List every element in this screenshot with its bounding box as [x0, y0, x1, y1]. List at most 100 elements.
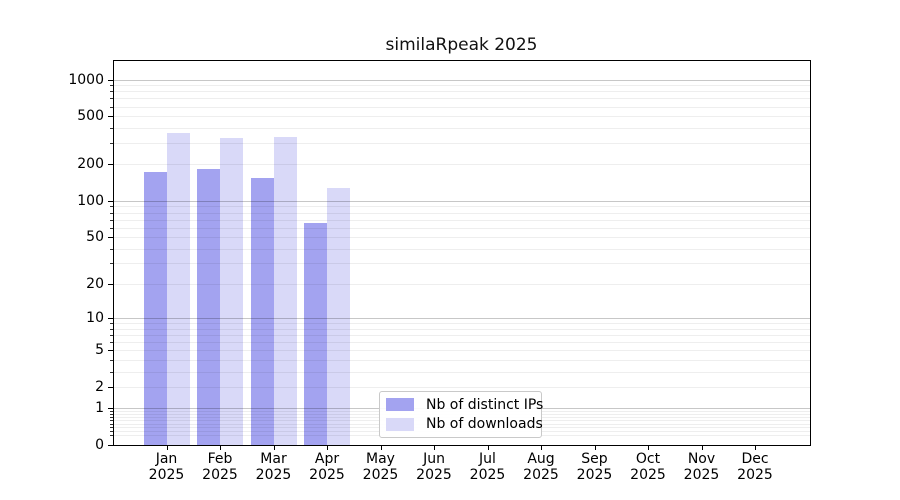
- x-tick-mark: [434, 446, 435, 450]
- x-tick-label-year: 2025: [202, 467, 238, 483]
- y-minor-tick-mark: [110, 435, 113, 437]
- x-tick-mark: [594, 446, 596, 450]
- x-tick-label: Sep 2025: [553, 451, 637, 483]
- y-tick-label: 500: [77, 108, 104, 125]
- y-minor-tick-mark: [110, 323, 113, 325]
- y-minor-tick-mark: [110, 420, 113, 422]
- x-tick-label: May 2025: [339, 451, 423, 483]
- x-tick-label-month: Jan: [155, 451, 178, 467]
- x-tick-label-year: 2025: [255, 467, 292, 483]
- y-minor-tick-mark: [110, 416, 113, 418]
- y-minor-tick-mark: [110, 106, 113, 108]
- x-tick-label-month: Jul: [479, 451, 496, 467]
- x-tick-label-year: 2025: [309, 467, 345, 483]
- y-tick-label: 100: [77, 192, 104, 209]
- x-tick-label-month: Oct: [635, 451, 661, 467]
- y-tick-mark: [108, 200, 113, 202]
- legend-swatch-downloads: [386, 417, 414, 431]
- bar-distinct-ips: [250, 177, 274, 445]
- y-tick-label: 200: [77, 156, 104, 173]
- x-tick-label-month: Apr: [314, 451, 340, 467]
- bar-distinct-ips: [197, 168, 220, 445]
- chart-title: similaRpeak 2025: [385, 35, 538, 55]
- x-tick-label: Jun 2025: [392, 451, 476, 483]
- x-tick-label: Mar 2025: [232, 451, 316, 483]
- y-minor-tick-mark: [110, 328, 113, 330]
- plot-area: [113, 60, 811, 446]
- x-tick-mark: [166, 446, 168, 450]
- legend: Nb of distinct IPs Nb of downloads: [379, 391, 544, 438]
- bar-downloads: [273, 136, 297, 445]
- y-minor-tick-mark: [110, 423, 113, 425]
- y-tick-label: 5: [95, 342, 104, 359]
- x-tick-mark: [648, 446, 649, 450]
- y-minor-tick-mark: [110, 334, 113, 336]
- x-tick-label-year: 2025: [737, 467, 773, 483]
- y-tick-label: 0: [95, 437, 104, 453]
- x-tick-label: Apr 2025: [285, 451, 369, 483]
- y-minor-tick-mark: [110, 85, 113, 87]
- x-tick-label-year: 2025: [362, 467, 399, 483]
- x-tick-label-year: 2025: [576, 467, 613, 483]
- x-tick-label-month: Nov: [687, 451, 716, 467]
- y-tick-mark: [108, 116, 113, 118]
- x-tick-mark: [487, 446, 489, 450]
- x-tick-label: Jan 2025: [125, 451, 209, 483]
- x-tick-label-year: 2025: [683, 467, 720, 483]
- y-minor-tick-mark: [110, 206, 113, 208]
- y-tick-label: 1000: [68, 71, 104, 88]
- y-minor-tick-mark: [110, 91, 113, 93]
- y-tick-label: 1: [95, 400, 104, 417]
- x-tick-mark: [755, 446, 756, 450]
- y-tick-mark: [108, 386, 113, 388]
- x-tick-label: Nov 2025: [660, 451, 744, 483]
- y-minor-tick-mark: [110, 127, 113, 129]
- bar-distinct-ips: [304, 223, 327, 445]
- x-tick-label-year: 2025: [148, 467, 185, 483]
- y-minor-tick-mark: [110, 371, 113, 373]
- y-minor-tick-mark: [110, 263, 113, 265]
- x-tick-mark: [541, 446, 542, 450]
- x-tick-mark: [380, 446, 382, 450]
- x-tick-label-month: Jun: [423, 451, 445, 467]
- y-tick-mark: [108, 283, 113, 285]
- x-tick-label-month: Dec: [741, 451, 769, 467]
- x-tick-label-month: Feb: [207, 451, 233, 467]
- y-minor-tick-mark: [110, 427, 113, 429]
- bar-downloads: [327, 187, 350, 445]
- y-minor-tick-mark: [110, 359, 113, 361]
- y-tick-label: 20: [86, 275, 104, 292]
- y-minor-tick-mark: [110, 98, 113, 100]
- legend-label-distinct-ips: Nb of distinct IPs: [426, 396, 544, 413]
- x-tick-label-year: 2025: [416, 467, 452, 483]
- x-tick-label: Jul 2025: [446, 451, 530, 483]
- x-tick-label-year: 2025: [523, 467, 559, 483]
- x-tick-label: Dec 2025: [713, 451, 797, 483]
- x-tick-mark: [220, 446, 221, 450]
- x-tick-label-month: May: [366, 451, 395, 467]
- x-tick-label-month: Sep: [581, 451, 608, 467]
- y-tick-mark: [108, 445, 113, 446]
- x-tick-label-month: Mar: [260, 451, 287, 467]
- y-minor-tick-mark: [110, 411, 113, 413]
- x-tick-label-month: Aug: [527, 451, 555, 467]
- y-tick-mark: [108, 237, 113, 238]
- bar-downloads: [166, 132, 190, 445]
- y-tick-mark: [108, 350, 113, 352]
- y-minor-tick-mark: [110, 342, 113, 344]
- bar-distinct-ips: [143, 171, 167, 445]
- y-minor-tick-mark: [110, 219, 113, 221]
- y-minor-tick-mark: [110, 248, 113, 250]
- y-tick-mark: [108, 318, 113, 320]
- x-tick-label: Aug 2025: [499, 451, 583, 483]
- y-tick-label: 50: [86, 229, 104, 245]
- bars-layer: [114, 61, 810, 445]
- x-tick-label: Feb 2025: [178, 451, 262, 483]
- bar-downloads: [220, 138, 243, 445]
- y-tick-mark: [108, 79, 113, 81]
- y-tick-mark: [108, 408, 113, 410]
- legend-item-downloads: Nb of downloads: [386, 416, 543, 432]
- x-tick-mark: [701, 446, 703, 450]
- y-tick-label: 10: [86, 310, 104, 327]
